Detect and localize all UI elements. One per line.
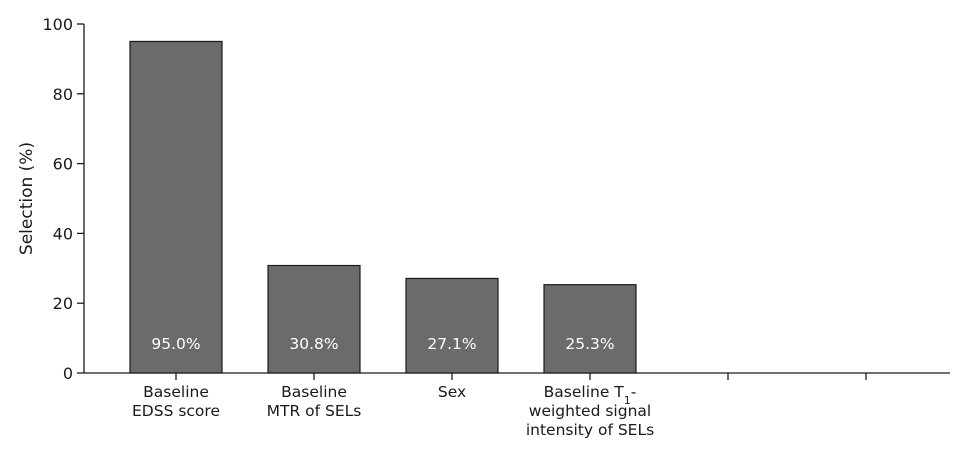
x-category-label: weighted signal	[529, 402, 651, 420]
y-tick-label: 40	[53, 224, 73, 243]
y-tick-label: 0	[63, 364, 73, 383]
bar	[129, 40, 223, 374]
bar	[405, 277, 499, 374]
x-category-label: Baseline	[143, 383, 209, 401]
y-axis: 0 20 40 60 80 100	[42, 15, 85, 383]
x-category-label: EDSS score	[132, 402, 220, 420]
y-tick-label: 80	[53, 85, 73, 104]
x-category-label: intensity of SELs	[526, 421, 654, 439]
bar	[543, 284, 637, 374]
x-category-label: MTR of SELs	[267, 402, 362, 420]
bar-data-label: 95.0%	[151, 335, 200, 353]
bar-data-label: 27.1%	[427, 335, 476, 353]
x-category-label: Sex	[438, 383, 466, 401]
bars: 95.0% 30.8% 27.1% 25.3%	[129, 40, 637, 374]
y-tick-label: 60	[53, 155, 73, 174]
bar	[267, 264, 361, 374]
y-tick-label: 100	[42, 15, 73, 34]
y-tick-label: 20	[53, 294, 73, 313]
x-category-label: Baseline	[281, 383, 347, 401]
x-category-label: Baseline T1-	[544, 383, 637, 407]
bar-data-label: 30.8%	[289, 335, 338, 353]
bar-data-label: 25.3%	[565, 335, 614, 353]
x-axis	[84, 372, 950, 380]
y-axis-title: Selection (%)	[17, 142, 37, 255]
